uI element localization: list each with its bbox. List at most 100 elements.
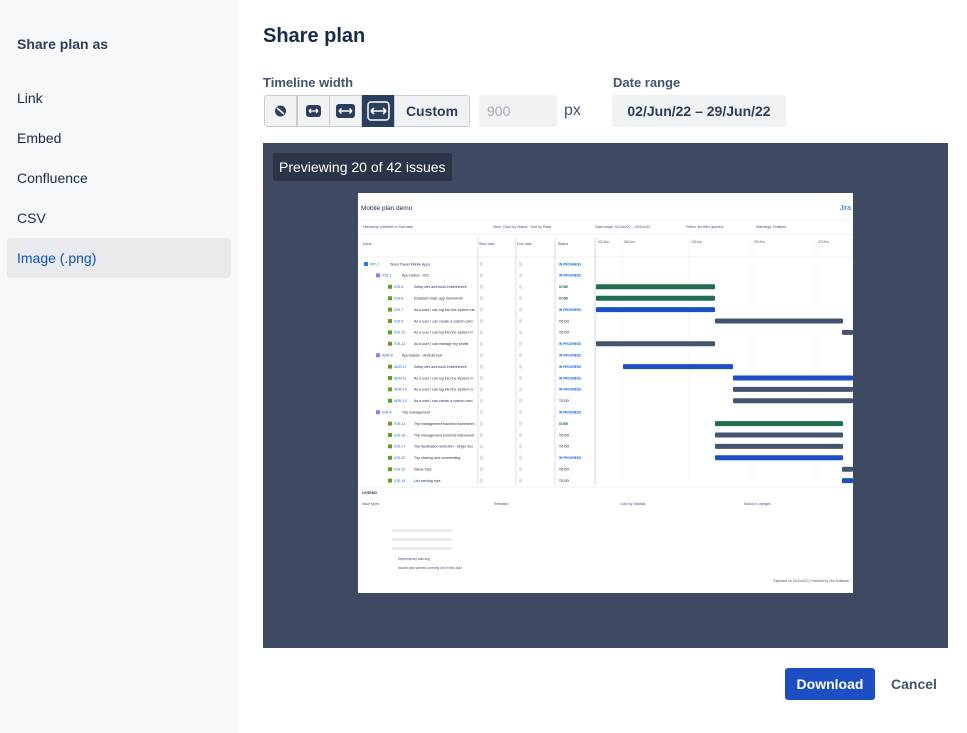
timeline-bar <box>842 329 853 335</box>
timeline-label: Timeline width <box>263 75 354 90</box>
issue-key: IOS-14 <box>394 422 405 426</box>
column-header: Issue <box>363 242 372 246</box>
date-chip <box>480 262 483 266</box>
date-chip <box>519 398 522 403</box>
issue-status: IN PROGRESS <box>559 354 581 358</box>
date-chip <box>480 353 483 358</box>
issue-key: IOS-8 <box>394 297 403 301</box>
issue-status: IN PROGRESS <box>559 388 581 392</box>
date-chip <box>480 444 483 449</box>
issue-status: IN PROGRESS <box>559 456 581 460</box>
issue-summary: Trip management frontend framework <box>414 433 474 437</box>
date-chip <box>519 410 522 415</box>
date-chip <box>519 364 522 369</box>
timeline-date: 27/Jun <box>818 240 829 244</box>
date-chip <box>480 341 483 346</box>
issue-key: IOS-22 <box>394 468 405 472</box>
issue-status: TO DO <box>559 479 570 483</box>
date-chip <box>480 376 483 380</box>
date-chip <box>480 364 483 369</box>
share-option[interactable]: Embed <box>17 130 62 146</box>
width-full-button[interactable] <box>362 95 395 127</box>
width-input[interactable]: 900 <box>479 95 557 127</box>
issue-summary: Setup dev and build environment <box>414 365 467 369</box>
issue-icon <box>388 364 392 369</box>
issue-summary: Trip destination selection - single des <box>414 445 473 449</box>
issue-key: ADR-14 <box>394 399 407 403</box>
issue-icon <box>388 387 392 392</box>
date-chip <box>519 478 522 483</box>
issue-summary: App Basics - Android test <box>402 354 442 358</box>
legend-item: Issue types <box>362 502 379 506</box>
issue-status: IN PROGRESS <box>559 342 581 346</box>
date-chip <box>480 478 483 483</box>
issue-summary: Name trips <box>414 468 432 472</box>
issue-summary: As a user I can log into the system vi <box>414 376 473 380</box>
issue-status: IN PROGRESS <box>559 376 581 380</box>
preview-info: Hierarchy: Initiative to Sub-task <box>363 225 413 229</box>
issue-summary: As a user I can log into the system via <box>414 308 475 312</box>
issue-icon <box>376 410 380 415</box>
timeline-bar <box>715 421 843 427</box>
date-chip <box>480 421 483 426</box>
preview-badge: Previewing 20 of 42 issues <box>273 153 452 181</box>
legend-swatch <box>392 538 452 541</box>
custom-button[interactable]: Custom <box>394 95 470 127</box>
preview-info: Warnings: Enabled <box>756 225 786 229</box>
date-chip <box>480 398 483 403</box>
download-button[interactable]: Download <box>785 668 875 700</box>
issue-summary: As a user I can create a custom card <box>414 399 473 403</box>
issue-key: IOS-7 <box>394 308 403 312</box>
issue-key: IOS-20 <box>394 456 405 460</box>
issue-status: IN PROGRESS <box>559 411 581 415</box>
date-chip <box>519 307 522 312</box>
icon <box>306 105 321 117</box>
date-chip <box>480 273 483 278</box>
timeline-bar <box>596 295 715 301</box>
date-chip <box>519 273 522 278</box>
width-small-button[interactable] <box>264 95 297 127</box>
issue-summary: Trip sharing and commenting <box>414 456 460 460</box>
timeline-bar <box>733 375 853 381</box>
share-option[interactable]: Link <box>17 90 43 106</box>
issue-icon <box>388 284 392 289</box>
timeline-bar <box>715 443 843 449</box>
date-chip <box>519 467 522 472</box>
timeline-bar <box>623 364 733 370</box>
preview-brand: Jira <box>840 205 851 212</box>
issue-icon <box>388 455 392 460</box>
issue-key: IOS-12 <box>394 342 405 346</box>
date-chip <box>519 296 522 301</box>
date-chip <box>480 307 483 312</box>
preview-info: Date range: 02/Jun/22 – 29/Jun/22 <box>595 225 650 229</box>
issue-icon <box>364 262 368 266</box>
issue-status: TO DO <box>559 331 570 335</box>
column-header: Due date <box>517 242 532 246</box>
issue-status: TO DO <box>559 433 570 437</box>
icon <box>367 101 390 121</box>
timeline-bar <box>842 466 853 472</box>
date-range-label: Date range <box>613 75 681 90</box>
share-option[interactable]: Confluence <box>17 170 88 186</box>
issue-key: IOS-10 <box>394 331 405 335</box>
timeline-date: 02/Jun <box>598 240 609 244</box>
width-large-button[interactable] <box>329 95 362 127</box>
issue-key: IOS-1 <box>382 274 391 278</box>
issue-summary: Team Travel Mobile Apps <box>390 262 430 266</box>
date-chip <box>480 455 483 460</box>
date-chip <box>480 410 483 415</box>
legend-swatch <box>392 547 452 550</box>
share-option[interactable]: Image (.png) <box>7 238 231 278</box>
cancel-button[interactable]: Cancel <box>891 676 937 692</box>
issue-status: DONE <box>559 422 568 426</box>
issue-summary: App basics - iOS <box>402 274 429 278</box>
date-range-value[interactable]: 02/Jun/22 – 29/Jun/22 <box>612 95 786 127</box>
column-header: Status <box>558 242 568 246</box>
issue-key: ADR-13 <box>394 388 407 392</box>
width-medium-button[interactable] <box>297 95 330 127</box>
share-option[interactable]: CSV <box>17 210 46 226</box>
date-chip <box>519 421 522 426</box>
date-chip <box>519 444 522 449</box>
timeline-bar <box>596 341 715 347</box>
